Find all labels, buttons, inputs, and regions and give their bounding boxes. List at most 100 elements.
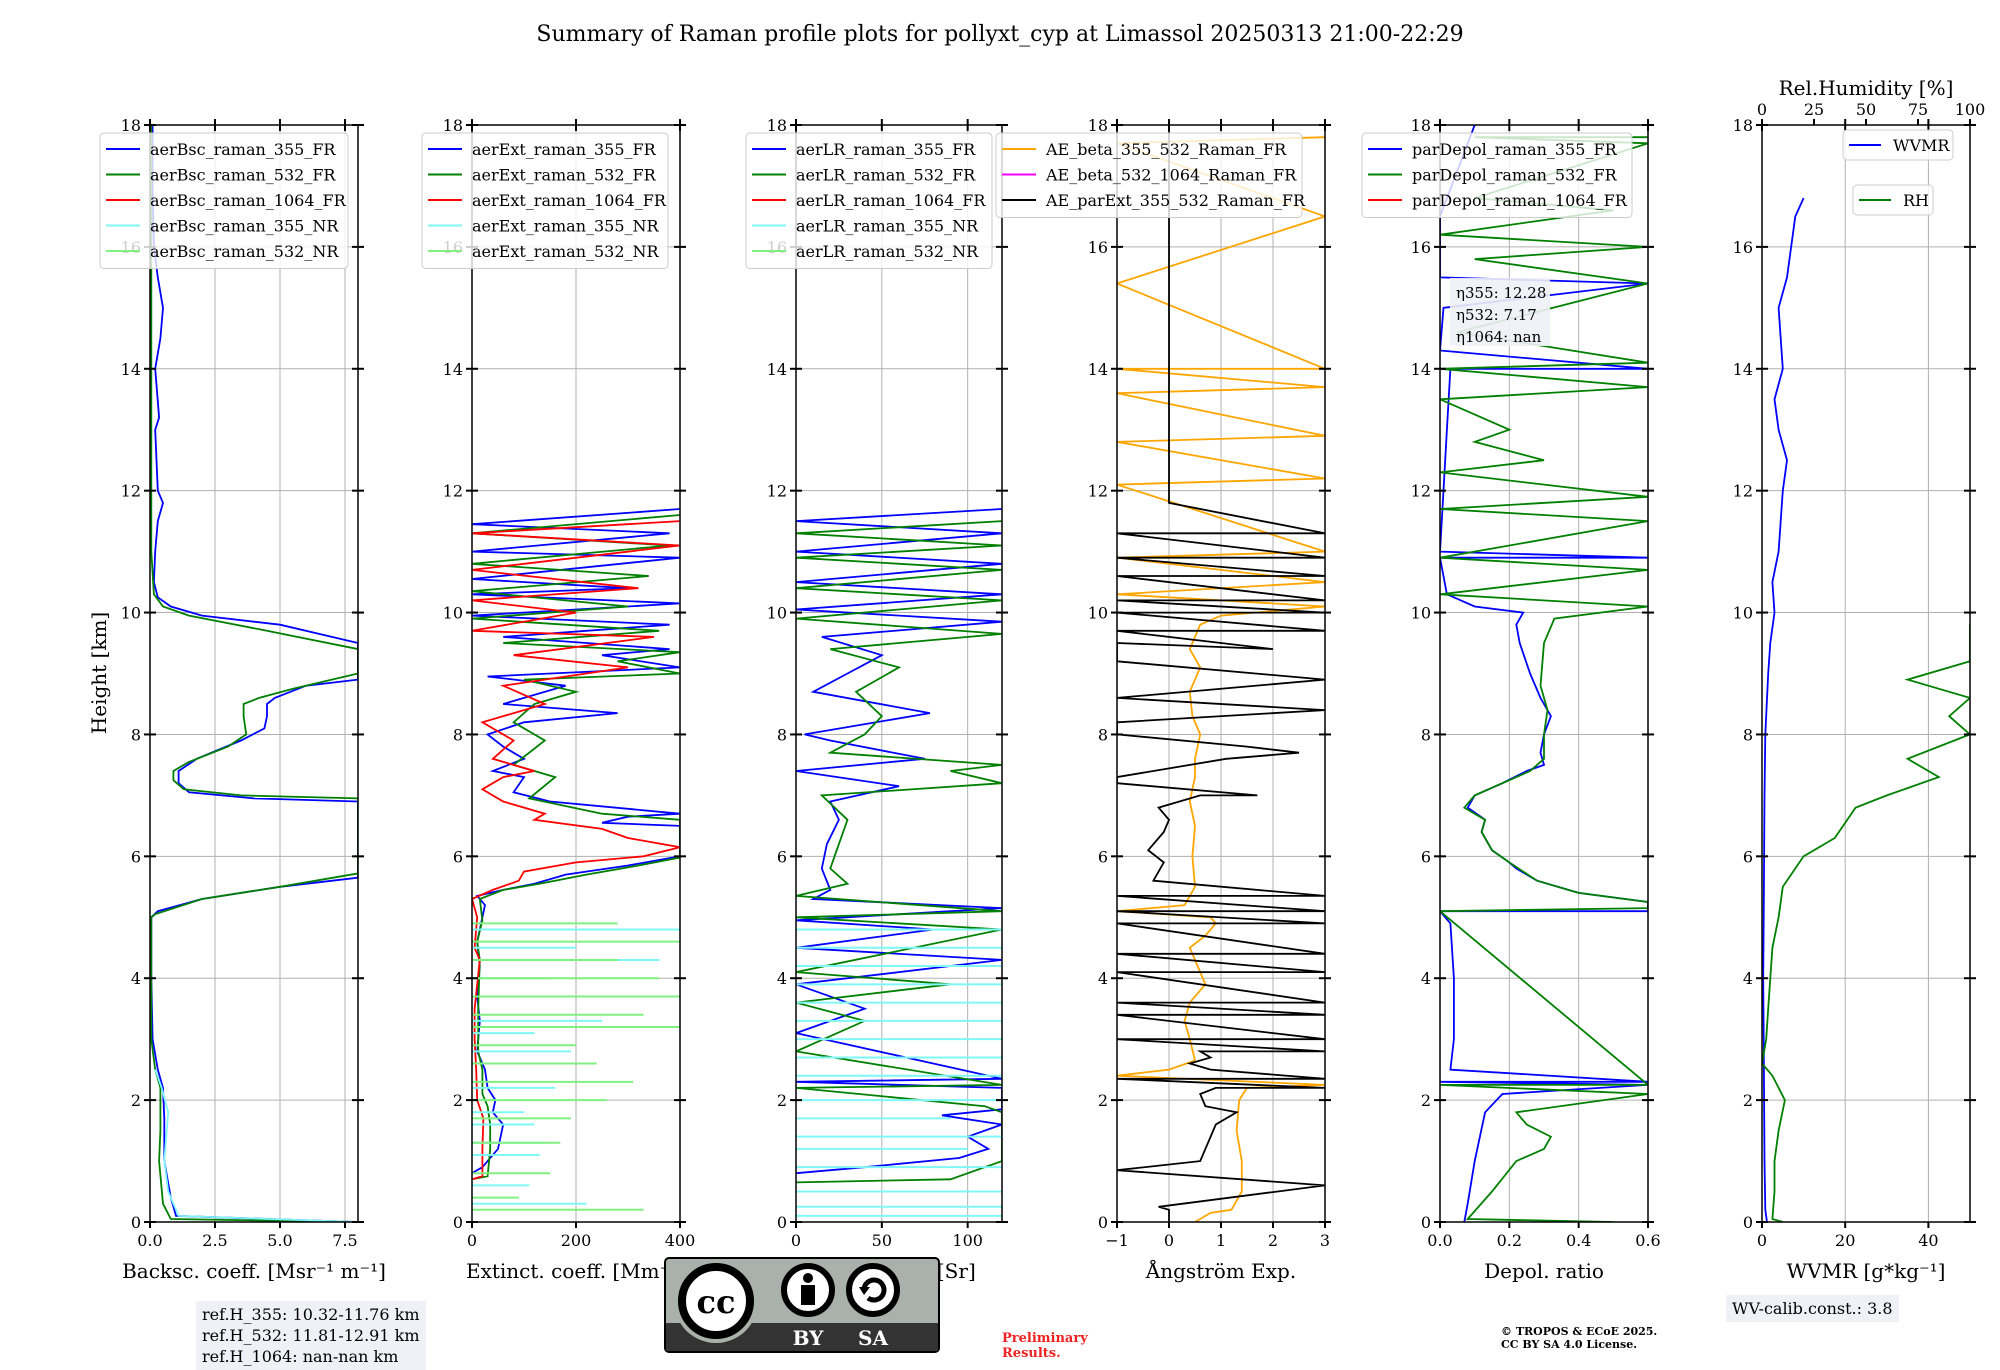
x-axis-label: Depol. ratio	[1484, 1259, 1604, 1283]
top-x-tick-label: 25	[1804, 100, 1824, 119]
ref-height-1064: ref.H_1064: nan-nan km	[202, 1347, 399, 1366]
legend-entry: parDepol_raman_532_FR	[1412, 166, 1618, 185]
series-line-aerLR_raman_532_FR	[796, 520, 1002, 1184]
eta-annotation-box	[1450, 278, 1550, 346]
panel-lidar-ratio: 024681012141618050100Lidar ratio [Sr]aer…	[745, 116, 1008, 1283]
x-tick-label: 1	[1216, 1231, 1226, 1250]
x-tick-label: 400	[665, 1231, 696, 1250]
x-tick-label: 100	[952, 1231, 983, 1250]
series-group	[1762, 197, 1970, 1222]
y-tick-label: 4	[453, 969, 463, 988]
axes-frame	[795, 124, 1003, 1223]
preliminary-note: Preliminary Results.	[1002, 1331, 1088, 1361]
legend-entry: aerBsc_raman_355_NR	[150, 217, 339, 236]
preliminary-line-2: Results.	[1002, 1346, 1061, 1361]
eta-annotation-line: η355: 12.28	[1456, 284, 1546, 302]
sa-label: SA	[858, 1326, 888, 1350]
x-axis-label: Extinct. coeff. [Mm⁻¹]	[466, 1259, 686, 1283]
legend-entry: AE_beta_355_532_Raman_FR	[1045, 140, 1287, 159]
ref-height-532: ref.H_532: 11.81-12.91 km	[202, 1326, 420, 1345]
y-tick-label: 4	[777, 969, 787, 988]
y-tick-label: 18	[1088, 116, 1108, 135]
legend-entry: parDepol_raman_1064_FR	[1412, 191, 1628, 210]
legend-entry: aerExt_raman_532_FR	[472, 166, 657, 185]
x-tick-label: 2.5	[202, 1231, 227, 1250]
x-tick-label: 0.6	[1635, 1231, 1660, 1250]
legend-entry: aerBsc_raman_355_FR	[150, 140, 336, 159]
series-line-WVMR	[1762, 197, 1805, 1222]
y-tick-label: 10	[767, 604, 787, 623]
x-axis-label: Backsc. coeff. [Msr⁻¹ m⁻¹]	[122, 1259, 386, 1283]
legend-WVMR: WVMR	[1842, 129, 1954, 161]
legend-entry: AE_parExt_355_532_Raman_FR	[1045, 191, 1306, 210]
x-tick-label: 200	[561, 1231, 592, 1250]
top-x-tick-label: 50	[1856, 100, 1876, 119]
eta-annotation-line: η532: 7.17	[1456, 306, 1537, 324]
x-tick-label: 50	[872, 1231, 892, 1250]
legend-entry: aerBsc_raman_532_FR	[150, 166, 336, 185]
legend-box	[1361, 132, 1633, 218]
top-x-tick-label: 100	[1955, 100, 1986, 119]
y-tick-label: 12	[767, 482, 787, 501]
top-x-tick-label: 75	[1908, 100, 1928, 119]
legend-box	[995, 132, 1303, 218]
y-tick-label: 8	[777, 725, 787, 744]
ref-height-355: ref.H_355: 10.32-11.76 km	[202, 1305, 420, 1324]
y-tick-label: 8	[1421, 725, 1431, 744]
copyright-note: © TROPOS & ECoE 2025. CC BY SA 4.0 Licen…	[1501, 1325, 1657, 1351]
y-tick-label: 6	[1098, 847, 1108, 866]
y-tick-label: 2	[453, 1091, 463, 1110]
cc-by-sa-icon: cc BY SA	[664, 1257, 940, 1353]
legend-entry: aerExt_raman_355_FR	[472, 140, 657, 159]
legend-entry: WVMR	[1893, 136, 1950, 155]
y-tick-label: 18	[1411, 116, 1431, 135]
legend-entry: parDepol_raman_355_FR	[1412, 140, 1618, 159]
series-line-RH	[1762, 624, 1970, 1222]
y-tick-label: 12	[1411, 482, 1431, 501]
series-line-AE_parExt_355_532_Raman_FR	[1117, 125, 1325, 1222]
y-tick-label: 2	[1743, 1091, 1753, 1110]
y-tick-label: 18	[1733, 116, 1753, 135]
x-axis-label: WVMR [g*kg⁻¹]	[1787, 1259, 1946, 1283]
x-tick-label: 3	[1320, 1231, 1330, 1250]
y-axis-label: Height [km]	[87, 612, 111, 734]
y-tick-label: 18	[767, 116, 787, 135]
x-tick-label: 0.4	[1566, 1231, 1591, 1250]
y-tick-label: 18	[121, 116, 141, 135]
legend: aerBsc_raman_355_FR aerBsc_raman_532_FRae…	[99, 132, 349, 269]
top-x-tick-label: 0	[1757, 100, 1767, 119]
svg-text:cc: cc	[697, 1283, 736, 1321]
y-tick-label: 10	[1733, 604, 1753, 623]
panel-extinction: 0246810121416180200400Extinct. coeff. [M…	[421, 116, 696, 1283]
y-tick-label: 14	[121, 360, 141, 379]
legend-box	[421, 132, 669, 269]
series-group	[796, 508, 1002, 1217]
y-tick-label: 6	[453, 847, 463, 866]
series-group	[1117, 125, 1325, 1222]
y-tick-label: 10	[121, 604, 141, 623]
series-group	[472, 508, 680, 1211]
x-tick-label: 40	[1918, 1231, 1938, 1250]
sa-share-alike-icon	[846, 1263, 900, 1317]
y-tick-label: 0	[1743, 1213, 1753, 1232]
y-tick-label: 4	[1421, 969, 1431, 988]
legend-entry: aerLR_raman_355_FR	[796, 140, 976, 159]
cc-circle-icon	[678, 1263, 754, 1339]
y-tick-label: 12	[1088, 482, 1108, 501]
x-tick-label: 20	[1835, 1231, 1855, 1250]
x-tick-label: 0.0	[137, 1231, 162, 1250]
series-line-aerBsc_raman_532_FR	[150, 125, 358, 1222]
legend: AE_beta_355_532_Raman_FR AE_beta_532_1064…	[995, 132, 1306, 218]
axes-frame	[1439, 124, 1649, 1223]
series-line-aerBsc_raman_355_NR	[154, 1069, 358, 1222]
series-line-aerExt_raman_532_FR	[472, 514, 680, 1181]
y-tick-label: 14	[1088, 360, 1108, 379]
x-tick-label: 7.5	[332, 1231, 357, 1250]
x-tick-label: 0	[1757, 1231, 1767, 1250]
y-tick-label: 18	[443, 116, 463, 135]
y-tick-label: 0	[1098, 1213, 1108, 1232]
legend: aerExt_raman_355_FR aerExt_raman_532_FRae…	[421, 132, 669, 269]
